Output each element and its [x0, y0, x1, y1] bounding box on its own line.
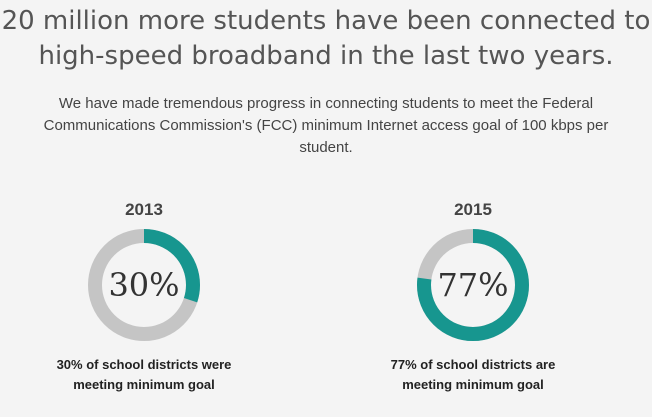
chart-2015: 2015 77% 77% of school districts are mee…: [353, 197, 593, 395]
caption-line-2: meeting minimum goal: [73, 377, 215, 392]
intro-text: We have made tremendous progress in conn…: [43, 95, 609, 156]
donut-value-arc: [417, 229, 529, 341]
percent-label: 30%: [108, 266, 180, 304]
headline: 20 million more students have been conne…: [1, 6, 651, 71]
caption-line-1: 77% of school districts are: [390, 357, 556, 372]
donut-value-arc: [88, 229, 200, 341]
caption-line-2: meeting minimum goal: [402, 377, 544, 392]
chart-2013: 2013 30% 30% of school districts were me…: [24, 197, 264, 395]
caption: 30% of school districts were meeting min…: [24, 355, 264, 395]
donut-svg: [88, 229, 200, 341]
year-label: 2015: [454, 200, 492, 219]
year-label: 2013: [125, 200, 163, 219]
caption-line-1: 30% of school districts were: [56, 357, 232, 372]
donut-svg: [417, 229, 529, 341]
percent-label: 77%: [437, 266, 509, 304]
donut-chart: 77%: [413, 225, 533, 345]
donut-chart: 30%: [84, 225, 204, 345]
caption: 77% of school districts are meeting mini…: [353, 355, 593, 395]
